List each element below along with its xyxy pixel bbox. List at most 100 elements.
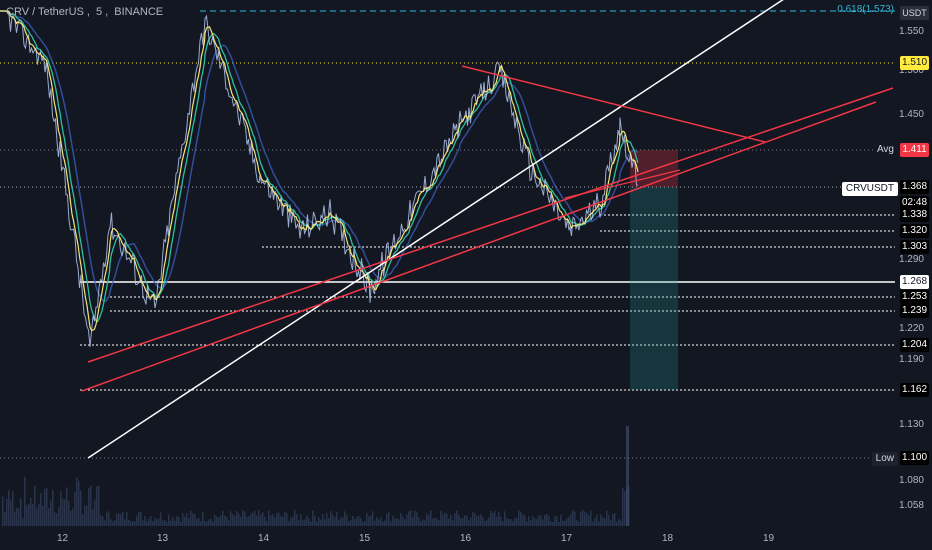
- volume-bar: [392, 515, 394, 526]
- volume-bar: [448, 518, 450, 526]
- time-tick: 15: [359, 533, 371, 544]
- volume-bar: [380, 517, 382, 526]
- volume-bar: [58, 506, 60, 526]
- volume-bar: [18, 508, 20, 526]
- volume-bar: [320, 519, 322, 526]
- volume-bar: [28, 503, 30, 526]
- volume-bar: [198, 517, 200, 526]
- volume-bar: [488, 517, 490, 526]
- red-resistance-line: [461, 65, 766, 143]
- volume-bar: [466, 515, 468, 526]
- volume-bar: [172, 517, 174, 526]
- volume-bar: [548, 516, 550, 526]
- volume-bar: [218, 517, 220, 526]
- trendlines: [81, 0, 894, 459]
- volume-bar: [558, 521, 560, 526]
- price-label: 1.320: [900, 224, 929, 238]
- volume-bar: [164, 520, 166, 526]
- volume-bar: [60, 491, 62, 526]
- symbol-header[interactable]: CRV / TetherUS, 5, BINANCE: [6, 6, 164, 18]
- volume-bar: [470, 517, 472, 526]
- volume-bar: [90, 485, 92, 526]
- volume-bar: [262, 512, 264, 526]
- volume-bar: [72, 508, 74, 526]
- volume-bar: [588, 515, 590, 526]
- ma-fast-line: [0, 10, 639, 332]
- ma-slow-line: [0, 10, 639, 302]
- volume-bar: [246, 517, 248, 526]
- volume-bar: [400, 513, 402, 526]
- volume-bar: [412, 517, 414, 526]
- volume-bar: [226, 516, 228, 526]
- volume-bar: [120, 514, 122, 526]
- volume-bar: [596, 514, 598, 526]
- volume-bar: [520, 512, 522, 526]
- price-label: 1.100: [900, 451, 929, 465]
- volume-bar: [96, 486, 98, 526]
- avg-tag: Avg: [872, 143, 898, 157]
- volume-bar: [10, 500, 12, 526]
- volume-bar: [242, 510, 244, 526]
- volume-bar: [350, 520, 352, 526]
- volume-bar: [114, 520, 116, 526]
- volume-bar: [476, 515, 478, 526]
- volume-bar: [22, 518, 24, 526]
- volume-bar: [622, 488, 624, 526]
- price-label: 1.338: [900, 208, 929, 222]
- price-tick: 1.290: [898, 254, 924, 265]
- volume-bar: [346, 515, 348, 526]
- volume-bar: [406, 514, 408, 526]
- volume-bar: [398, 519, 400, 526]
- volume-bar: [106, 512, 108, 526]
- volume-bar: [462, 517, 464, 526]
- volume-bar: [560, 514, 562, 526]
- price-tick: 1.190: [898, 354, 924, 365]
- volume-bar: [138, 512, 140, 526]
- volume-bar: [356, 517, 358, 526]
- volume-bar: [36, 508, 38, 526]
- volume-bar: [62, 499, 64, 526]
- low-tag: Low: [871, 452, 898, 466]
- volume-bar: [544, 514, 546, 526]
- volume-bar: [54, 512, 56, 526]
- volume-bar: [304, 519, 306, 526]
- price-tick: 1.080: [898, 475, 924, 486]
- volume-bar: [228, 520, 230, 526]
- volume-bar: [214, 514, 216, 526]
- volume-bar: [512, 521, 514, 526]
- volume-bar: [332, 514, 334, 526]
- volume-bar: [498, 511, 500, 526]
- volume-bar: [294, 510, 296, 526]
- volume-bar: [100, 514, 102, 526]
- volume-bar: [444, 512, 446, 526]
- volume-bar: [614, 513, 616, 526]
- volume-bar: [566, 518, 568, 526]
- volume-bar: [374, 520, 376, 526]
- volume-bar: [394, 518, 396, 526]
- volume-bar: [370, 515, 372, 526]
- volume-bar: [534, 518, 536, 526]
- volume-bar: [360, 518, 362, 526]
- volume-bar: [510, 519, 512, 526]
- currency-button[interactable]: USDT: [900, 6, 929, 20]
- volume-bar: [50, 500, 52, 526]
- volume-bar: [522, 514, 524, 526]
- volume-bar: [322, 514, 324, 526]
- volume-bar: [546, 514, 548, 526]
- volume-bar: [170, 520, 172, 526]
- volume-bar: [496, 516, 498, 526]
- volume-bar: [160, 512, 162, 526]
- volume-bar: [564, 520, 566, 526]
- volume-bar: [428, 514, 430, 526]
- volume-bar: [84, 505, 86, 526]
- volume-bar: [408, 511, 410, 526]
- volume-bar: [298, 520, 300, 526]
- volume-bar: [146, 521, 148, 526]
- volume-bar: [492, 512, 494, 526]
- price-tick: 1.450: [898, 109, 924, 120]
- volume-bar: [150, 516, 152, 526]
- volume-bar: [416, 512, 418, 526]
- volume-bar: [230, 511, 232, 526]
